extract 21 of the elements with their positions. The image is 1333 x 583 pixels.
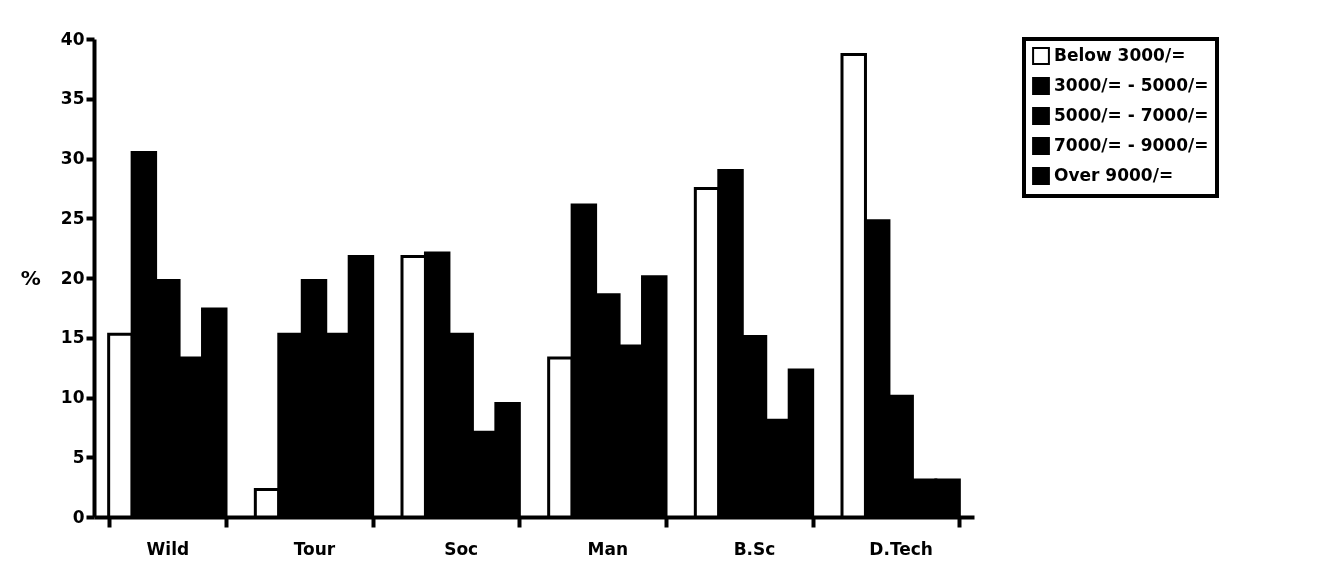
x-tick-label: D.Tech xyxy=(869,538,933,559)
legend-label: 5000/= - 7000/= xyxy=(1054,105,1209,125)
legend-label: Below 3000/= xyxy=(1054,45,1186,65)
legend-label: 3000/= - 5000/= xyxy=(1054,75,1209,95)
y-tick-label: 35 xyxy=(60,88,85,109)
y-tick-label: 15 xyxy=(60,327,85,348)
y-tick-label: 10 xyxy=(60,387,85,407)
y-tick-label: 40 xyxy=(60,28,85,49)
y-tick-label: 25 xyxy=(60,207,85,228)
y-tick-label: 30 xyxy=(60,148,85,168)
legend-label: Over 9000/= xyxy=(1054,165,1174,185)
x-tick-label: Tour xyxy=(293,538,336,559)
y-tick-label: 20 xyxy=(60,267,85,288)
x-tick-label: B.Sc xyxy=(733,538,776,559)
y-tick-label: 0 xyxy=(72,506,85,527)
x-tick-label: Soc xyxy=(444,538,479,559)
x-tick-label: Wild xyxy=(146,538,190,559)
legend-label: 7000/= - 9000/= xyxy=(1054,135,1209,155)
y-axis-title: % xyxy=(20,265,41,290)
y-tick-label: 5 xyxy=(72,446,85,467)
x-tick-label: Man xyxy=(587,538,629,559)
